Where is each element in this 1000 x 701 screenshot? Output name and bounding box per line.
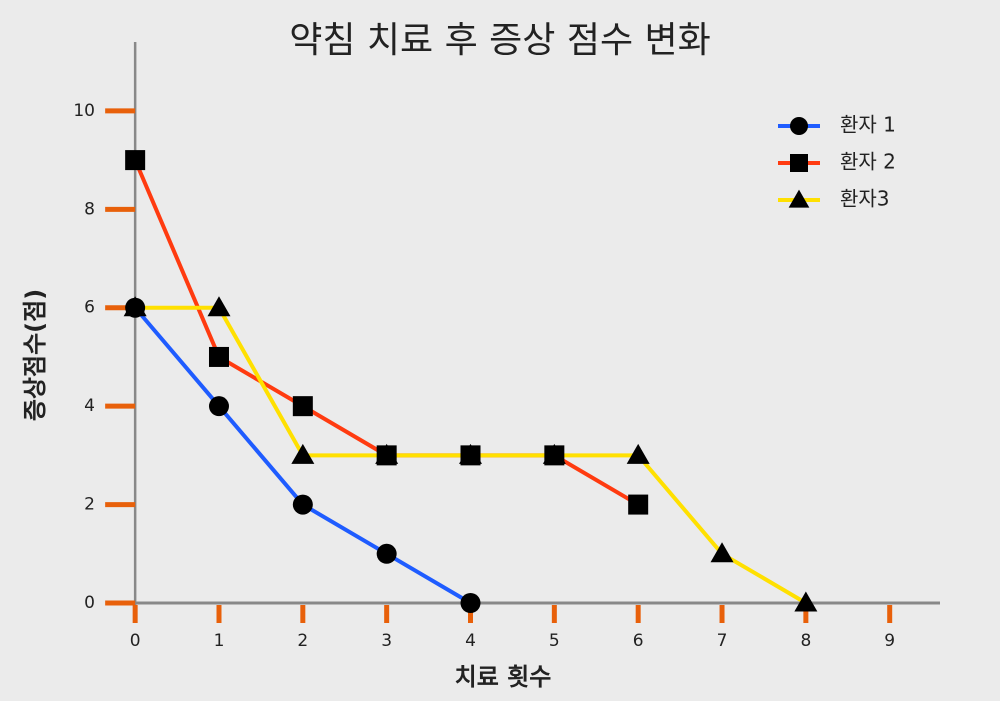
x-tick-label: 7 (717, 631, 728, 651)
x-tick-label: 8 (800, 631, 811, 651)
legend-label: 환자 2 (840, 150, 896, 174)
y-tick-label: 10 (73, 101, 95, 121)
y-tick-label: 6 (84, 298, 95, 318)
marker (292, 396, 313, 417)
x-tick-label: 4 (465, 631, 476, 651)
x-tick-label: 1 (214, 631, 225, 651)
marker (790, 117, 808, 135)
y-tick-label: 4 (84, 396, 95, 416)
marker (788, 189, 810, 208)
legend-label: 환자 1 (840, 113, 896, 137)
chart-title: 약침 치료 후 증상 점수 변화 (289, 20, 711, 61)
y-tick-label: 0 (84, 593, 95, 613)
marker (794, 591, 818, 612)
x-tick-label: 9 (884, 631, 895, 651)
marker (628, 494, 649, 515)
y-tick-label: 8 (84, 199, 95, 219)
marker (292, 494, 313, 515)
marker (125, 150, 146, 171)
marker (123, 296, 147, 317)
marker (208, 346, 229, 367)
marker (207, 296, 231, 317)
x-tick-label: 3 (381, 631, 392, 651)
y-tick-label: 2 (84, 495, 95, 515)
marker (460, 593, 481, 613)
y-axis-label: 증상점수(점) (21, 289, 49, 421)
marker (291, 443, 315, 464)
x-axis-label: 치료 횟수 (455, 663, 552, 691)
marker (459, 443, 483, 464)
x-tick-label: 6 (633, 631, 644, 651)
legend-label: 환자3 (840, 187, 890, 211)
marker (208, 396, 229, 417)
marker (626, 443, 650, 464)
x-tick-label: 5 (549, 631, 560, 651)
marker (710, 542, 734, 563)
marker (376, 543, 397, 564)
marker (790, 154, 808, 172)
marker (542, 443, 566, 464)
x-tick-label: 2 (297, 631, 308, 651)
marker (375, 443, 399, 464)
x-tick-label: 0 (130, 631, 141, 651)
